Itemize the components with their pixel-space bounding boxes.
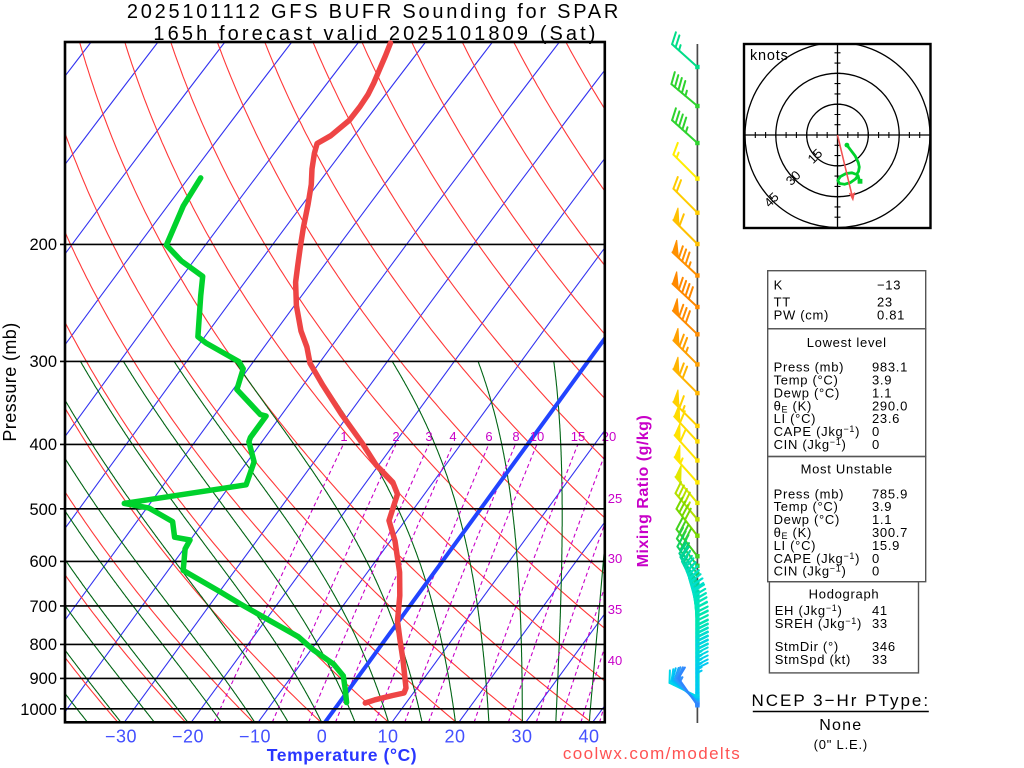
svg-text:Most Unstable: Most Unstable bbox=[801, 462, 893, 477]
svg-text:2025101112 GFS BUFR Sounding f: 2025101112 GFS BUFR Sounding for SPAR bbox=[127, 1, 621, 23]
svg-text:−20: −20 bbox=[172, 727, 204, 747]
svg-text:700: 700 bbox=[29, 598, 57, 616]
svg-text:−13: −13 bbox=[877, 278, 901, 293]
svg-text:0: 0 bbox=[317, 727, 328, 747]
svg-text:Temp (°C): Temp (°C) bbox=[774, 499, 839, 514]
svg-text:300.7: 300.7 bbox=[872, 525, 908, 540]
svg-text:200: 200 bbox=[29, 236, 57, 254]
svg-text:CAPE (Jkg−1): CAPE (Jkg−1) bbox=[774, 551, 861, 566]
svg-text:40: 40 bbox=[578, 727, 599, 747]
svg-text:−10: −10 bbox=[239, 727, 271, 747]
svg-text:900: 900 bbox=[29, 670, 57, 688]
svg-text:983.1: 983.1 bbox=[872, 360, 908, 375]
svg-text:15.9: 15.9 bbox=[872, 538, 900, 553]
svg-text:(0" L.E.): (0" L.E.) bbox=[814, 737, 868, 752]
svg-text:CIN (Jkg−1): CIN (Jkg−1) bbox=[774, 564, 847, 579]
svg-text:25: 25 bbox=[608, 491, 622, 506]
svg-text:6: 6 bbox=[485, 429, 492, 444]
svg-text:−30: −30 bbox=[105, 727, 137, 747]
svg-text:StmSpd (kt): StmSpd (kt) bbox=[775, 652, 851, 667]
svg-text:4: 4 bbox=[449, 429, 456, 444]
svg-text:3.9: 3.9 bbox=[872, 499, 892, 514]
svg-text:0: 0 bbox=[872, 551, 880, 566]
svg-text:LI (°C): LI (°C) bbox=[774, 411, 817, 426]
svg-text:2: 2 bbox=[392, 429, 399, 444]
svg-text:Dewp (°C): Dewp (°C) bbox=[774, 385, 840, 400]
svg-text:1000: 1000 bbox=[20, 701, 57, 719]
svg-text:33: 33 bbox=[872, 616, 888, 631]
svg-text:290.0: 290.0 bbox=[872, 398, 908, 413]
svg-text:CAPE (Jkg−1): CAPE (Jkg−1) bbox=[774, 424, 861, 439]
svg-text:Mixing Ratio (g/kg): Mixing Ratio (g/kg) bbox=[635, 415, 652, 568]
svg-text:Press (mb): Press (mb) bbox=[774, 360, 845, 375]
svg-text:300: 300 bbox=[29, 353, 57, 371]
svg-text:41: 41 bbox=[872, 603, 888, 618]
svg-text:35: 35 bbox=[608, 602, 622, 617]
svg-text:Lowest level: Lowest level bbox=[807, 335, 887, 350]
svg-text:EH (Jkg−1): EH (Jkg−1) bbox=[775, 603, 843, 618]
svg-text:3.9: 3.9 bbox=[872, 373, 892, 388]
svg-text:CIN (Jkg−1): CIN (Jkg−1) bbox=[774, 437, 847, 452]
svg-text:23: 23 bbox=[877, 294, 893, 309]
svg-text:0.81: 0.81 bbox=[877, 308, 905, 323]
svg-text:23.6: 23.6 bbox=[872, 411, 900, 426]
svg-text:Temp (°C): Temp (°C) bbox=[774, 373, 839, 388]
svg-text:1: 1 bbox=[340, 429, 347, 444]
svg-text:Temperature (°C): Temperature (°C) bbox=[267, 745, 417, 765]
svg-text:30: 30 bbox=[608, 551, 622, 566]
svg-text:600: 600 bbox=[29, 553, 57, 571]
svg-text:10: 10 bbox=[377, 727, 398, 747]
svg-text:40: 40 bbox=[608, 653, 622, 668]
svg-text:0: 0 bbox=[872, 424, 880, 439]
svg-text:0: 0 bbox=[872, 564, 880, 579]
svg-text:knots: knots bbox=[750, 48, 789, 64]
svg-text:Press (mb): Press (mb) bbox=[774, 486, 845, 501]
svg-text:20: 20 bbox=[444, 727, 465, 747]
svg-text:PW (cm): PW (cm) bbox=[774, 308, 829, 323]
svg-text:10: 10 bbox=[530, 429, 544, 444]
svg-text:0: 0 bbox=[872, 437, 880, 452]
svg-text:1.1: 1.1 bbox=[872, 512, 892, 527]
svg-text:K: K bbox=[774, 278, 783, 293]
svg-text:LI (°C): LI (°C) bbox=[774, 538, 817, 553]
svg-text:800: 800 bbox=[29, 636, 57, 654]
svg-text:1.1: 1.1 bbox=[872, 385, 892, 400]
svg-text:30: 30 bbox=[511, 727, 532, 747]
svg-text:SREH (Jkg−1): SREH (Jkg−1) bbox=[775, 616, 862, 631]
svg-text:8: 8 bbox=[512, 429, 519, 444]
svg-text:Hodograph: Hodograph bbox=[809, 587, 880, 602]
svg-text:785.9: 785.9 bbox=[872, 486, 908, 501]
svg-text:500: 500 bbox=[29, 501, 57, 519]
svg-text:coolwx.com/modelts: coolwx.com/modelts bbox=[563, 744, 741, 763]
svg-text:400: 400 bbox=[29, 436, 57, 454]
svg-text:165h forecast valid 2025101809: 165h forecast valid 2025101809 (Sat) bbox=[153, 23, 598, 45]
svg-text:346: 346 bbox=[872, 639, 896, 654]
svg-text:None: None bbox=[819, 717, 862, 734]
svg-text:33: 33 bbox=[872, 652, 888, 667]
svg-text:15: 15 bbox=[571, 429, 585, 444]
svg-text:Dewp (°C): Dewp (°C) bbox=[774, 512, 840, 527]
svg-text:NCEP 3−Hr PType:: NCEP 3−Hr PType: bbox=[751, 691, 930, 710]
svg-text:StmDir (°): StmDir (°) bbox=[775, 639, 839, 654]
svg-text:TT: TT bbox=[774, 294, 791, 309]
svg-text:3: 3 bbox=[425, 429, 432, 444]
svg-text:Pressure (mb): Pressure (mb) bbox=[0, 322, 20, 441]
